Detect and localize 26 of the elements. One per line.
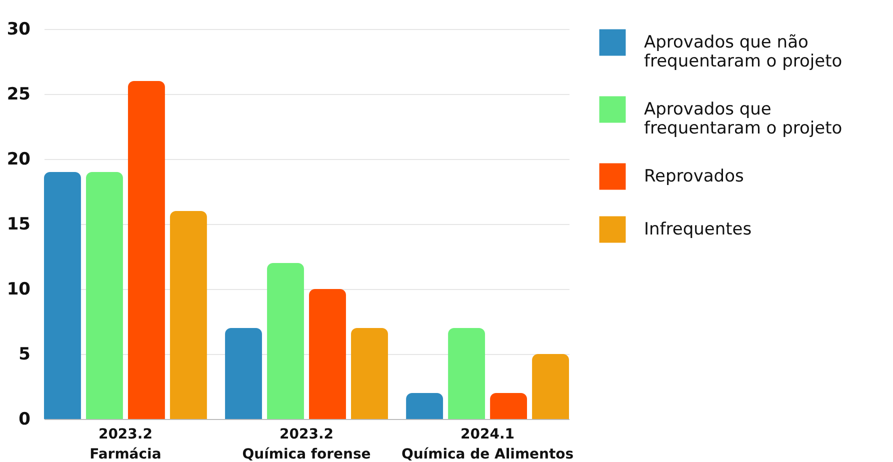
bar [309,289,346,419]
x-tick-label: 2023.2 Química forense [242,426,371,462]
y-tick-label: 5 [18,344,30,364]
legend-label: Aprovados que não frequentaram o projeto [644,32,842,72]
bar [128,81,165,419]
bar [532,354,569,419]
bar [86,172,123,419]
bar [351,328,388,419]
bar [225,328,262,419]
y-tick-label: 30 [6,20,31,40]
bar [170,211,207,419]
y-tick-label: 10 [6,280,31,300]
bar [44,172,81,419]
bar [490,393,528,419]
x-tick-label: 2023.2 Farmácia [90,426,162,462]
y-tick-label: 20 [6,150,31,170]
bar [448,328,486,419]
bar [267,263,304,419]
y-tick-label: 0 [18,410,31,430]
bar [406,393,444,419]
x-tick-label: 2024.1 Química de Alimentos [401,426,574,462]
y-tick-label: 15 [6,214,30,234]
legend-label: Aprovados que frequentaram o projeto [644,100,842,138]
y-tick-label: 25 [6,84,30,104]
legend-label: Reprovados [644,166,744,186]
legend-label: Infrequentes [644,220,752,240]
